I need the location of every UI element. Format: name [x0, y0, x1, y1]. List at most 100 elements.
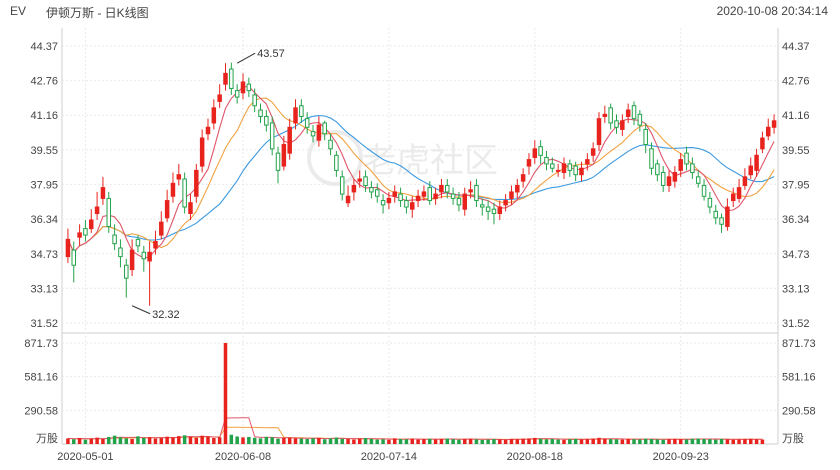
volume-bar — [620, 439, 625, 444]
candle — [480, 198, 485, 216]
candle — [421, 185, 427, 201]
volume-bar — [311, 438, 315, 444]
candle-body — [666, 176, 672, 186]
candle-body — [573, 165, 578, 176]
volume-bar — [696, 438, 700, 444]
volume-bar — [177, 436, 181, 444]
candle-body — [485, 206, 491, 212]
volume-bar — [299, 438, 304, 444]
candle-body — [118, 247, 123, 258]
candle-body — [742, 176, 748, 186]
candle — [345, 185, 351, 208]
annotation-leader — [131, 305, 151, 315]
volume-bar — [573, 438, 578, 444]
volume-bar — [159, 438, 164, 444]
candle — [678, 153, 683, 177]
volume-bar — [719, 438, 724, 444]
candle — [264, 110, 269, 132]
candle-body — [620, 120, 625, 130]
volume-bar — [527, 438, 531, 444]
annotation-leader — [236, 52, 256, 64]
candle — [374, 183, 380, 203]
candle-body — [304, 118, 310, 128]
candle — [474, 179, 479, 208]
candle-body — [713, 210, 718, 219]
volume-bar — [282, 437, 286, 444]
candle — [287, 118, 292, 160]
candle-body — [106, 197, 112, 227]
candle-body — [421, 191, 427, 197]
candle-body — [643, 128, 648, 146]
candle — [369, 181, 374, 199]
volume-bar — [626, 438, 630, 444]
volume-bar — [661, 439, 665, 444]
volume-bar — [544, 439, 549, 444]
candle — [188, 194, 193, 220]
volume-bar — [702, 439, 706, 444]
candle — [520, 168, 526, 188]
candle — [433, 187, 438, 205]
volume-bar — [392, 438, 397, 444]
volume-bar — [276, 438, 280, 444]
candle — [491, 202, 497, 225]
candle — [573, 161, 578, 182]
candle-body — [223, 72, 228, 85]
volume-bar — [678, 439, 683, 444]
candle-body — [765, 126, 771, 137]
date-tick-label: 2020-05-01 — [57, 451, 113, 463]
volume-bar — [731, 439, 735, 444]
volume-bar — [556, 439, 560, 444]
volume-bar — [603, 438, 607, 444]
candle-body — [590, 148, 596, 156]
volume-bar — [451, 439, 455, 444]
ma20-line — [67, 115, 775, 254]
date-tick-label: 2020-08-18 — [507, 451, 563, 463]
candle-body — [345, 195, 351, 204]
candle — [748, 157, 753, 180]
price-tick-left: 44.37 — [30, 41, 58, 53]
candle — [380, 194, 386, 214]
volume-bar — [428, 438, 432, 444]
candle — [719, 213, 724, 233]
candle-body — [258, 109, 263, 117]
candle-body — [269, 122, 275, 150]
candle-body — [509, 191, 514, 199]
candle-body — [567, 163, 573, 171]
volume-bar — [124, 438, 129, 444]
candle-body — [351, 184, 357, 193]
candle — [246, 77, 252, 98]
volume-bar — [118, 437, 123, 444]
volume-bar — [655, 439, 660, 444]
volume-bar — [293, 438, 298, 444]
volume-tick-left: 871.73 — [24, 338, 58, 350]
candle — [159, 211, 164, 240]
candle — [205, 118, 211, 141]
volume-bar — [188, 437, 193, 444]
volume-bar — [614, 439, 619, 444]
candle-body — [491, 208, 497, 214]
candle — [229, 62, 234, 95]
candle-body — [427, 187, 433, 202]
candle — [147, 241, 152, 306]
volume-bar — [754, 439, 759, 444]
candle — [713, 204, 718, 225]
candle-body — [369, 187, 374, 193]
candle — [135, 235, 141, 253]
candle-body — [77, 232, 82, 238]
candle — [631, 101, 637, 126]
candle — [363, 170, 368, 192]
volume-tick-right: 581.16 — [782, 372, 816, 384]
candle — [223, 63, 228, 91]
volume-bar — [422, 439, 426, 444]
volume-bar — [287, 437, 292, 444]
candle-body — [754, 154, 759, 171]
volume-bar — [725, 439, 730, 444]
price-tick-right: 31.52 — [782, 318, 810, 330]
candle-body — [579, 167, 584, 176]
price-tick-right: 44.37 — [782, 41, 810, 53]
candle — [141, 245, 147, 272]
candle — [526, 153, 532, 175]
candle — [468, 181, 473, 199]
candle-body — [404, 200, 409, 208]
volume-bar — [492, 439, 496, 444]
